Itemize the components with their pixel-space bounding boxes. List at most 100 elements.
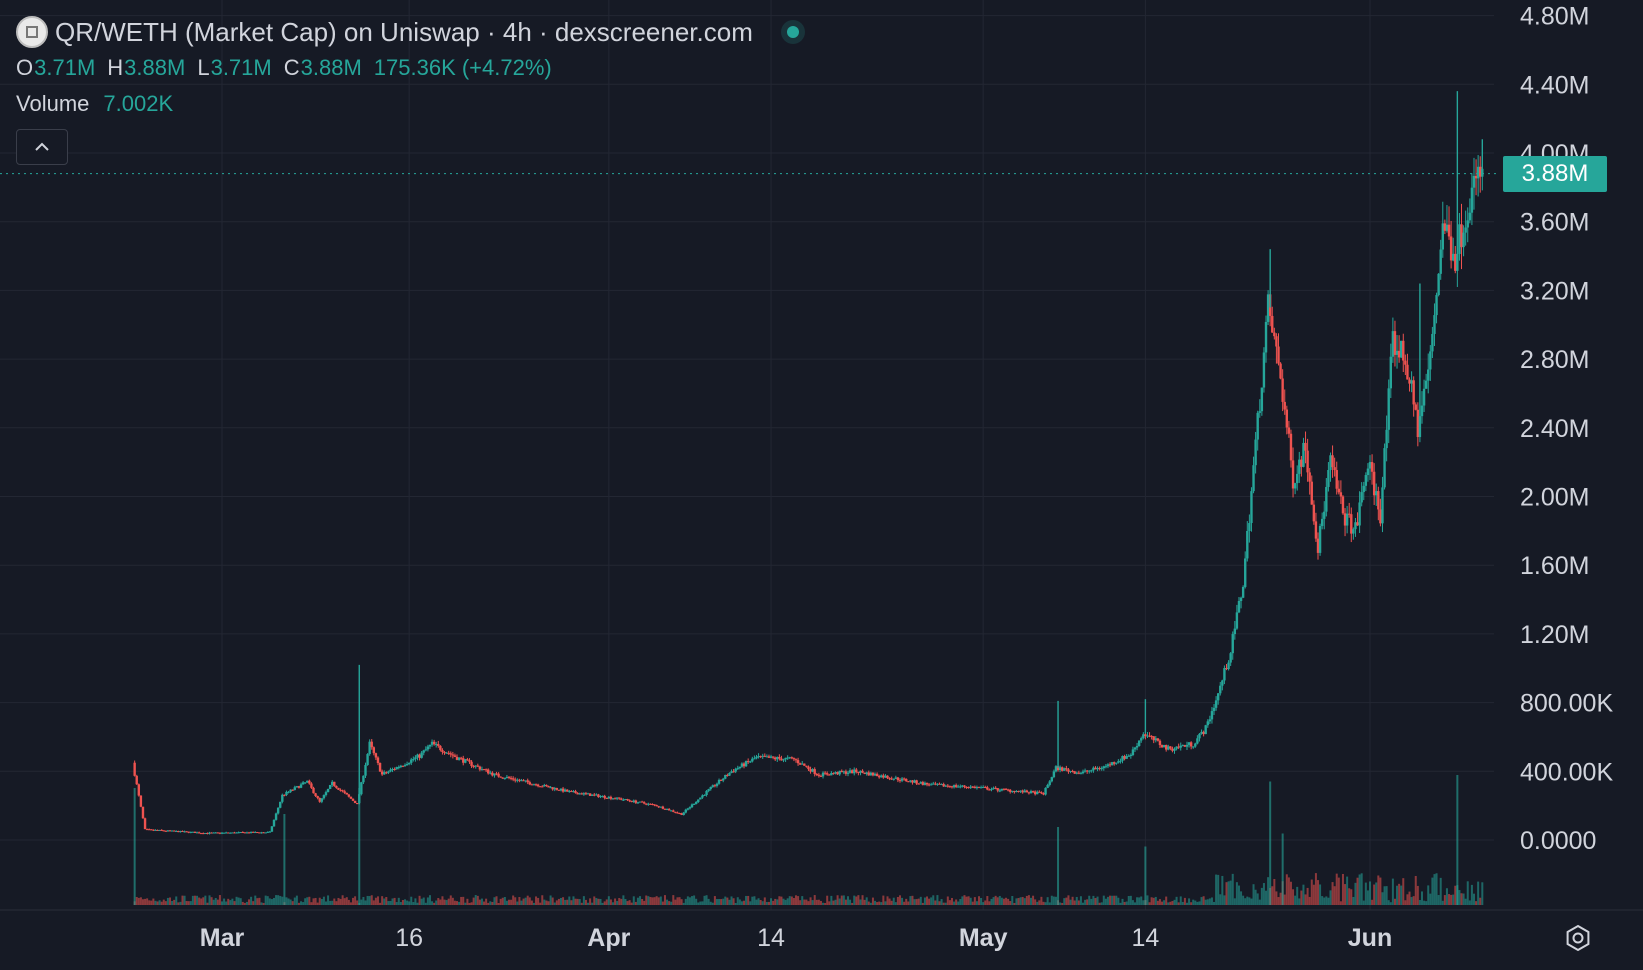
candle-body [1021,790,1024,793]
collapse-legend-button[interactable] [16,129,68,165]
candle-body [680,813,683,816]
candle-body [341,790,344,792]
candle-body [1013,790,1016,793]
candle-body [214,832,217,834]
candle-body [372,747,376,754]
candle-body [1364,475,1368,486]
candle-body [528,782,531,785]
candle-body [462,758,465,763]
candle-body [1081,771,1085,774]
candle-body [156,829,159,831]
volume-bar [270,899,273,905]
settings-gear-icon[interactable] [1564,924,1592,952]
volume-bar [1423,900,1426,905]
candle-body [1112,762,1116,764]
candle-body [859,770,862,773]
volume-bar [1404,900,1407,905]
candle-body [1368,462,1372,469]
candle-body [547,786,550,788]
volume-bar [1069,899,1072,905]
volume-bar [364,900,367,905]
candle-body [374,753,378,758]
candle-body [1451,253,1455,261]
candle-body [794,759,798,761]
volume-bar [1360,873,1363,905]
candle-body [811,769,814,772]
volume-bar [996,897,999,905]
time-axis[interactable]: Mar 16 Apr 14 May 14 Jun [200,924,1392,952]
candle-body [609,796,613,799]
volume-bar [1030,897,1033,905]
volume-bar [1477,881,1480,905]
candle-body [505,776,509,779]
volume-bar [776,899,779,905]
volume-bar [1225,882,1228,905]
volume-bar [1146,895,1149,905]
candle-body [1474,175,1478,179]
volume-bar [738,899,741,905]
volume-bar [1111,895,1114,905]
volume-bar [1287,877,1290,905]
candle-body [1362,485,1365,493]
candle-body [942,784,945,787]
volume-bar [849,899,852,905]
volume-bar [1092,895,1095,905]
price-axis[interactable]: 0.0000 400.00K 800.00K 1.20M 1.60M 2.00M 2.40M… [1520,3,1613,855]
candle-body [667,809,671,811]
candle-body [620,798,623,800]
volume-bar [745,895,748,905]
volume-bar [597,898,600,905]
candle-body [651,803,654,805]
x-tick-label: 14 [757,924,785,952]
candle-body [647,803,650,805]
candle-body [981,787,985,789]
volume-bar [1448,894,1451,905]
volume-bar [404,899,407,905]
candle-body [634,800,638,803]
volume-bar [1240,891,1243,905]
candle-body [1254,439,1257,466]
candle-body [1154,738,1157,741]
candle-body [659,806,663,808]
candle-body [836,772,839,775]
candle-body [1048,781,1051,785]
volume-bar [379,902,382,905]
candle-body [1393,331,1397,355]
volume-bar [743,900,746,905]
volume-bar [345,897,348,905]
volume-bar [553,902,556,905]
volume-bar [605,899,608,905]
candle-body [1441,223,1444,250]
volume-bar [703,895,706,905]
candle-body [1464,227,1467,233]
candle-body [672,810,675,812]
candle-body [965,786,968,788]
volume-bar [666,899,669,905]
volume-bar [381,896,384,905]
candle-body [378,762,382,772]
volume-bar [441,896,444,905]
candle-body [678,813,681,815]
candle-body [191,831,195,833]
volume-bar [620,898,623,905]
volume-bar [468,902,471,905]
candle-body [1046,784,1049,788]
candle-body [984,787,987,789]
candle-body [813,769,816,775]
candle-body [1073,771,1076,774]
volume-bar [919,896,922,905]
candle-body [139,795,143,807]
y-tick-label: 2.00M [1520,484,1589,512]
candle-body [586,793,590,795]
volume-bar [337,897,340,905]
volume-bar [691,896,694,905]
volume-bar [774,898,777,905]
candle-body [944,785,947,787]
candle-body [1293,483,1297,489]
volume-bar [765,901,768,905]
volume-bar [424,902,427,905]
volume-bar [753,896,756,905]
candle-body [266,831,269,833]
volume-bar [1075,896,1078,905]
